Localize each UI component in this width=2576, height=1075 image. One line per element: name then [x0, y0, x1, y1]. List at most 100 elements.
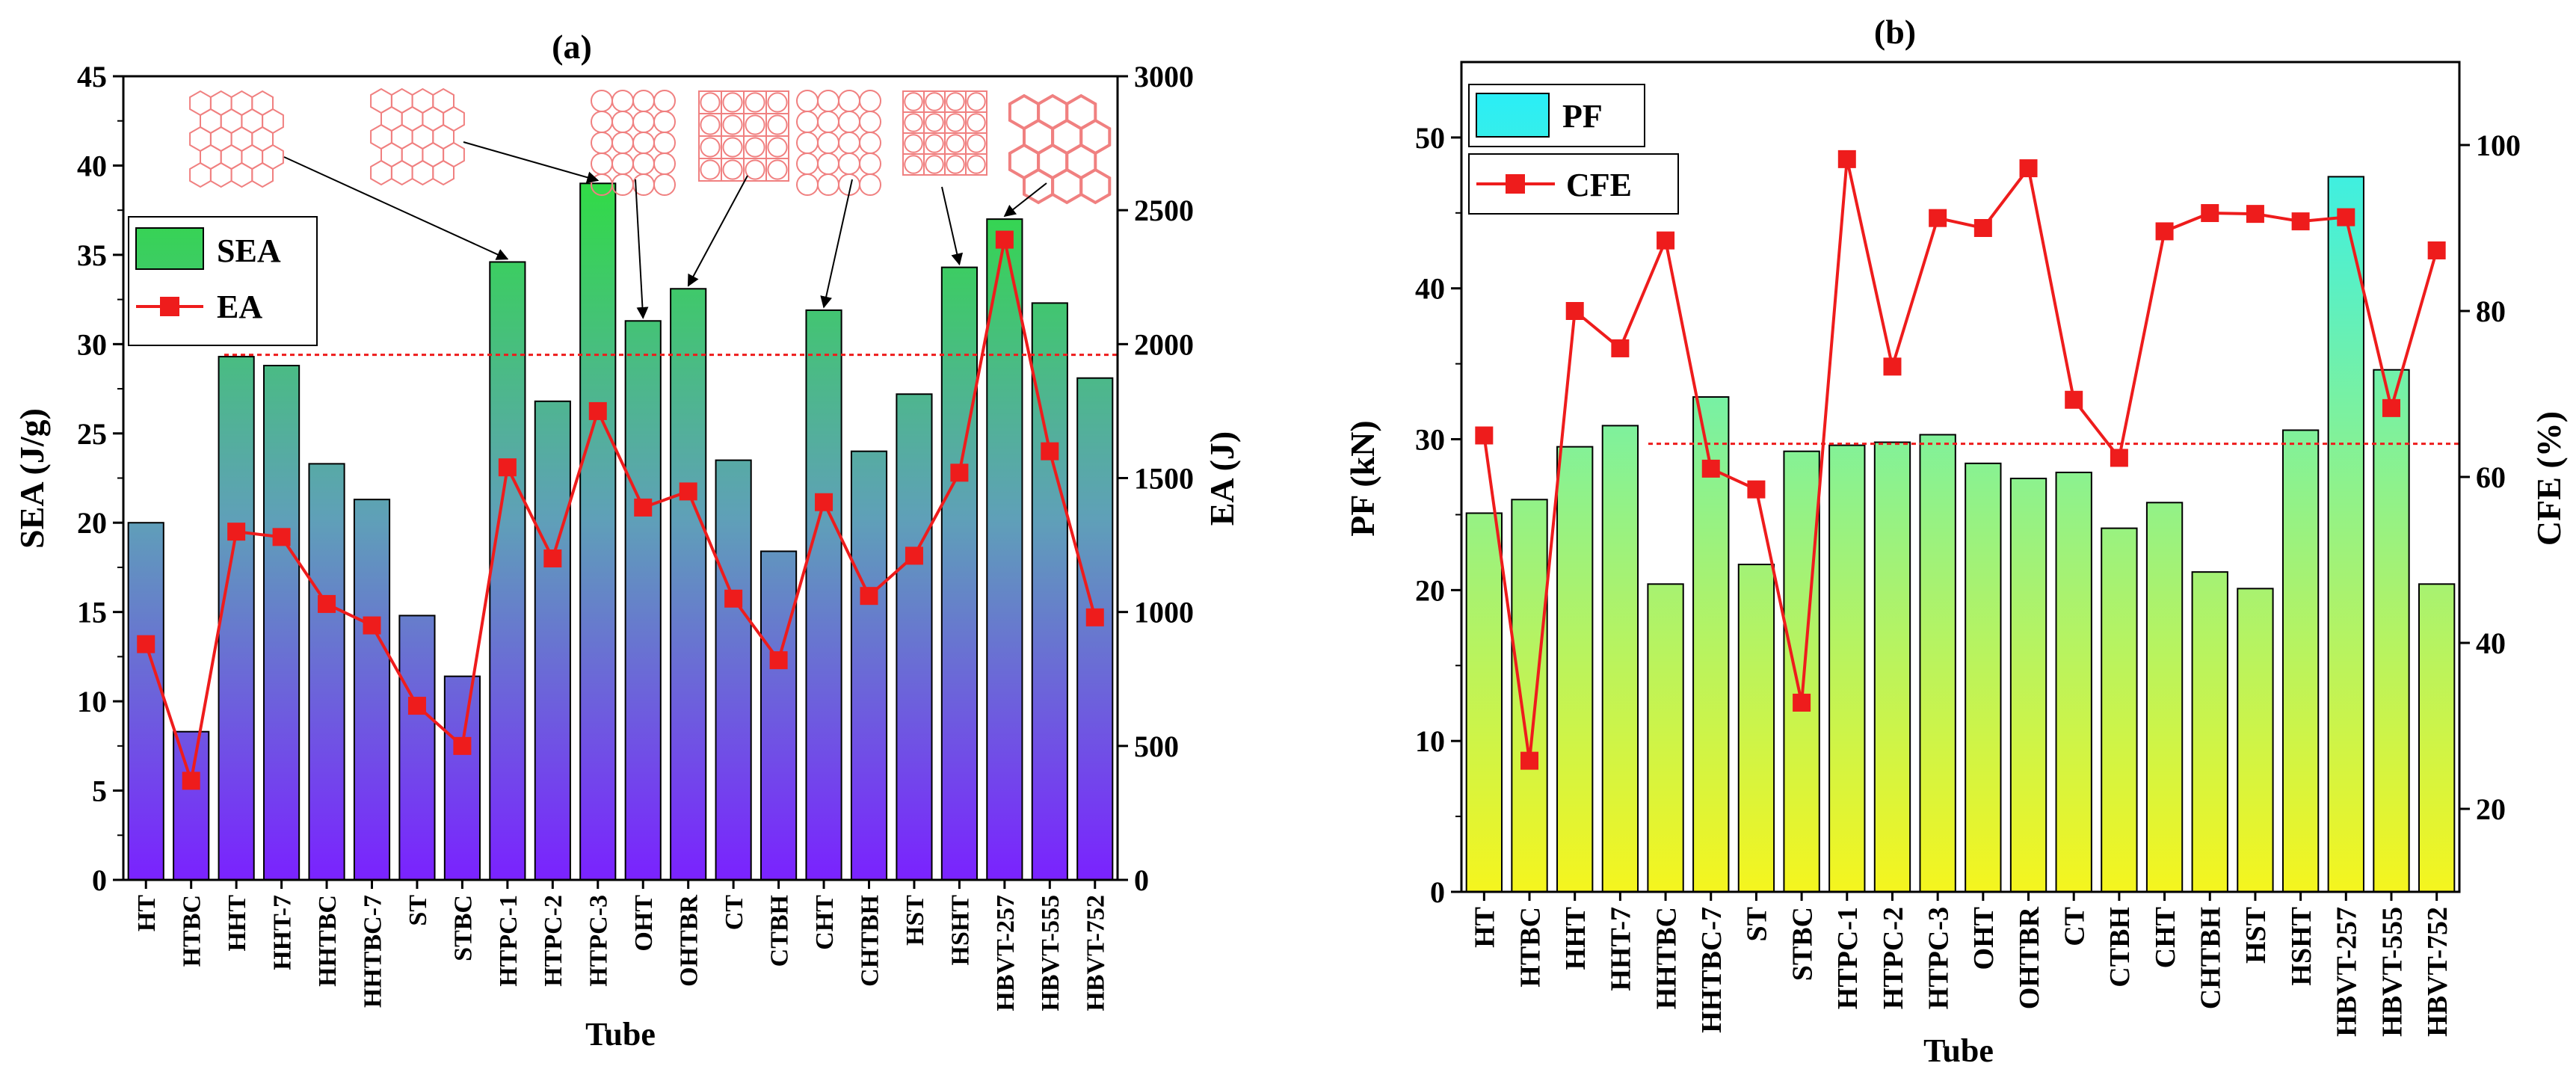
chart-a-x-axis: HT HTBC HHT HHT-7 HHTBC HHTBC-7 ST STBC HTPC-1 HT…	[133, 880, 1110, 1011]
b-xtick-label-chtbh: CHTBH	[2196, 907, 2227, 1009]
b-xtick-label-ht: HT	[1470, 907, 1501, 948]
b-cfe-polyline	[1482, 158, 2438, 761]
inset-hexagonal-pattern	[370, 87, 465, 186]
b-bar-hhtbc	[1647, 583, 1684, 893]
a-y2tick-label: 500	[1134, 730, 1179, 763]
a-y2tick-label: 2500	[1134, 194, 1194, 227]
b-xtick-label-hst: HST	[2240, 907, 2272, 964]
a-xtick-label-ct: CT	[721, 895, 748, 931]
b-xtick-label-hht: HHT	[1560, 907, 1591, 970]
inset-arrow	[687, 175, 748, 287]
a-y2tick-label: 3000	[1134, 60, 1194, 93]
a-bar-hst	[896, 393, 933, 881]
chart-b-xlabel: Tube	[1923, 1032, 1994, 1069]
b-cfe-point-oht	[1973, 219, 1992, 237]
b-bar-hsht	[2281, 429, 2320, 893]
chart-a-left-axis: 0 5 10 15 20 25 30 35 40 45	[77, 60, 123, 897]
a-ea-point-htbc	[182, 771, 200, 790]
a-bar-htpc-2	[534, 400, 571, 881]
a-ytick-label: 0	[92, 863, 107, 897]
a-bar-stbc	[443, 675, 481, 881]
chart-b-x-axis: HT HTBC HHT HHT-7 HHTBC HHTBC-7 ST STBC HTPC-1 HT…	[1470, 892, 2453, 1037]
b-bar-hht-7	[1601, 425, 1639, 893]
chart-b-bars	[1465, 176, 2456, 893]
b-xtick-label-oht: OHT	[1968, 907, 2000, 970]
a-bar-chtbh	[850, 450, 888, 881]
b-cfe-point-ht	[1475, 426, 1494, 445]
inset-circular-pattern	[591, 90, 676, 196]
legend-a-frame	[128, 216, 318, 346]
a-ea-point-hbvt-555	[1041, 442, 1059, 461]
chart-b-right-axis: 20 40 60 80 100	[2459, 129, 2521, 826]
a-xtick-label-htpc-3: HTPC-3	[585, 895, 613, 987]
a-bar-ct	[715, 459, 752, 881]
b-cfe-point-hbvt-752	[2427, 241, 2446, 259]
inset-arrow	[635, 179, 649, 319]
b-bar-cht	[2145, 502, 2184, 893]
b-xtick-label-cht: CHT	[2150, 907, 2181, 968]
b-y2tick-label: 100	[2476, 129, 2521, 162]
a-ea-point-hst	[905, 546, 923, 565]
b-cfe-point-cht	[2155, 222, 2174, 241]
inset-arrow	[283, 156, 509, 260]
a-xtick-label-st: ST	[404, 895, 432, 926]
legend-a-ea-marker	[160, 297, 179, 316]
chart-b-title: (b)	[1874, 13, 1916, 51]
a-ytick-label: 10	[77, 685, 107, 718]
b-cfe-point-htbc	[1520, 751, 1539, 770]
a-bar-htpc-3	[579, 182, 617, 881]
a-xtick-label-ohtbr: OHTBR	[676, 895, 703, 987]
chart-b-ylabel: PF (kN)	[1343, 420, 1381, 536]
chart-a-ylabel: SEA (J/g)	[13, 408, 51, 549]
a-ea-point-cht	[815, 493, 833, 511]
b-bar-chtbh	[2191, 571, 2228, 893]
a-bar-hbvt-752	[1076, 377, 1114, 881]
a-y2tick-label: 0	[1134, 863, 1149, 897]
a-xtick-label-stbc: STBC	[449, 895, 477, 961]
b-bar-ct	[2055, 471, 2092, 893]
a-ea-point-hsht	[950, 463, 969, 482]
a-xtick-label-hht-7: HHT-7	[268, 895, 296, 970]
b-cfe-point-htpc-1	[1837, 150, 1856, 168]
b-xtick-label-stbc: STBC	[1787, 907, 1818, 981]
b-cfe-point-hbvt-555	[2382, 398, 2400, 417]
panel-b: (b) 0 10 20 30 40 50 20 40 60 80 100 HT HTBC HHT HHT…	[1343, 13, 2568, 1069]
a-xtick-label-hhtbc-7: HHTBC-7	[359, 895, 386, 1008]
chart-a-title: (a)	[552, 28, 592, 66]
legend-a-ea-label: EA	[217, 289, 262, 325]
a-xtick-label-hht: HHT	[224, 895, 251, 952]
b-xtick-label-hbvt-752: HBVT-752	[2422, 907, 2453, 1037]
a-bar-hhtbc-7	[353, 499, 391, 881]
chart-a-xlabel: Tube	[585, 1016, 656, 1053]
inset-arrow	[941, 186, 964, 266]
b-xtick-label-ct: CT	[2059, 907, 2091, 946]
b-bar-htbc	[1511, 499, 1548, 893]
a-bar-htbc	[173, 730, 210, 881]
a-xtick-label-hhtbc: HHTBC	[314, 895, 342, 987]
a-ea-point-htpc-3	[588, 401, 607, 420]
a-bar-ctbh	[760, 550, 798, 881]
b-xtick-label-hhtbc-7: HHTBC-7	[1696, 907, 1728, 1033]
b-xtick-label-hbvt-257: HBVT-257	[2332, 907, 2363, 1037]
b-cfe-point-hhtbc-7	[1701, 459, 1720, 478]
b-cfe-point-ohtbr	[2019, 159, 2038, 178]
a-ytick-label: 20	[77, 506, 107, 540]
b-xtick-label-hbvt-555: HBVT-555	[2376, 907, 2408, 1037]
a-ea-point-ctbh	[769, 651, 788, 670]
a-y2tick-label: 1500	[1134, 462, 1194, 496]
legend-a-sea-label: SEA	[217, 232, 281, 269]
chart-b-left-axis: 0 10 20 30 40 50	[1415, 121, 1461, 909]
b-cfe-point-stbc	[1793, 693, 1811, 712]
inset-square-circle-pattern	[902, 90, 987, 176]
b-bar-hst	[2237, 588, 2274, 893]
b-ytick-label: 40	[1415, 272, 1445, 306]
a-bar-hbvt-257	[986, 218, 1023, 881]
a-bar-hht	[218, 356, 255, 881]
inset-square-circle-pattern	[698, 90, 789, 182]
a-bar-hht-7	[263, 365, 301, 881]
a-ytick-label: 45	[77, 60, 107, 93]
b-ytick-label: 30	[1415, 423, 1445, 457]
chart-b-cfe-line	[1475, 150, 2446, 770]
b-y2tick-label: 40	[2476, 626, 2506, 660]
a-bar-hsht	[940, 266, 978, 881]
